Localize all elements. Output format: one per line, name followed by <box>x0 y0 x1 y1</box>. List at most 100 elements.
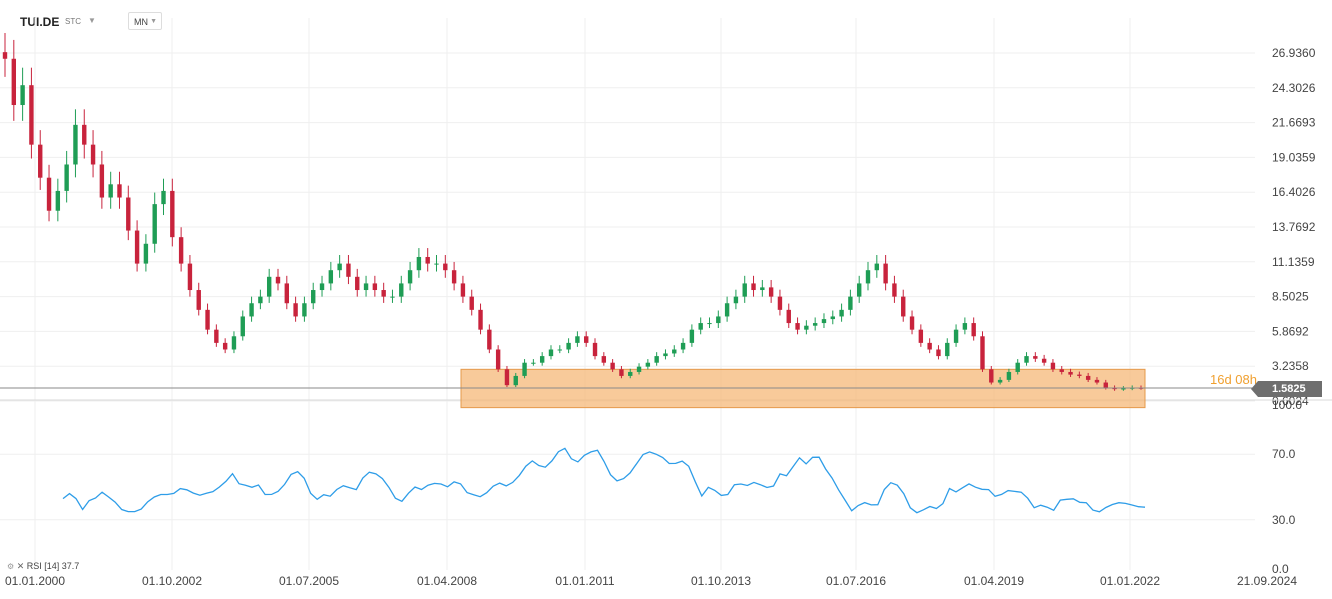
candle-body <box>319 283 325 291</box>
candle-body <box>275 276 281 284</box>
candle-body <box>249 303 254 317</box>
candle-body <box>777 296 783 310</box>
candle-body <box>883 263 888 284</box>
candle-body <box>909 316 915 330</box>
rsi-axis-label: 70.0 <box>1272 447 1296 461</box>
candle-body <box>205 309 210 330</box>
candle-body <box>284 283 289 304</box>
candle-body <box>11 58 17 106</box>
date-axis-label: 21.09.2024 <box>1237 574 1297 588</box>
candle-body <box>680 342 686 350</box>
candle-body <box>857 283 862 297</box>
candle-body <box>733 296 739 304</box>
candle-body <box>980 336 985 370</box>
candle-body <box>20 85 25 106</box>
candle-body <box>548 349 554 357</box>
date-axis-label: 01.01.2000 <box>5 574 65 588</box>
candle-body <box>610 362 615 370</box>
rsi-indicator-label[interactable]: ⚙ ✕ RSI [14] 37.7 <box>7 561 79 572</box>
candle-body <box>73 124 78 165</box>
date-axis-label: 01.04.2019 <box>964 574 1024 588</box>
candle-body <box>38 144 43 178</box>
candle-body <box>381 290 386 297</box>
candle-body <box>945 342 950 357</box>
candle-body <box>487 329 492 350</box>
candle-body <box>901 296 906 317</box>
price-axis-label: 16.4026 <box>1272 185 1316 199</box>
candle-body <box>152 204 157 244</box>
settings-icon[interactable]: ⚙ <box>7 562 15 571</box>
candle-body <box>222 342 228 350</box>
candle-body <box>434 263 439 265</box>
candle-body <box>1121 388 1126 390</box>
candle-body <box>918 329 924 343</box>
candle-body <box>531 362 536 364</box>
candle-body <box>636 366 642 372</box>
date-axis-label: 01.01.2011 <box>555 574 614 588</box>
candle-body <box>266 276 272 297</box>
timeframe-select[interactable]: MN ▼ <box>128 12 162 30</box>
rsi-axis-label: 0.0 <box>1272 562 1289 576</box>
candle-body <box>786 309 791 324</box>
price-axis-label: 5.8692 <box>1272 324 1309 338</box>
symbol-label[interactable]: TUI.DE <box>20 15 60 29</box>
candle-body <box>953 329 959 343</box>
candle-body <box>654 356 659 363</box>
candle-body <box>645 362 651 367</box>
candle-body <box>1015 362 1020 372</box>
candle-body <box>29 85 34 145</box>
candle-body <box>126 197 131 231</box>
candle-body <box>311 290 316 304</box>
date-axis-label: 01.10.2002 <box>142 574 202 588</box>
candle-body <box>416 256 422 271</box>
candle-body <box>795 323 800 330</box>
candle-body <box>504 369 510 386</box>
candle-body <box>812 323 818 326</box>
candle-body <box>513 375 518 386</box>
candle-body <box>707 323 712 325</box>
candle-body <box>407 270 413 284</box>
candle-body <box>1024 356 1029 363</box>
candle-body <box>751 283 756 291</box>
candle-body <box>927 342 932 350</box>
candle-body <box>390 296 395 298</box>
candle-body <box>1085 375 1091 380</box>
candle-body <box>997 379 1003 383</box>
candle-body <box>1059 369 1064 372</box>
candle-body <box>187 263 193 291</box>
close-icon[interactable]: ✕ <box>16 561 25 571</box>
candle-body <box>214 329 219 343</box>
candle-body <box>196 290 201 310</box>
candle-body <box>592 342 598 357</box>
candle-body <box>425 256 430 264</box>
candle-body <box>1050 362 1056 370</box>
candle-body <box>355 276 360 291</box>
candle-body <box>830 316 835 320</box>
current-price-tag: 1.5825 <box>1251 381 1322 397</box>
candle-body <box>161 190 166 205</box>
candle-body <box>143 243 149 264</box>
symbol-dropdown-icon[interactable]: ▼ <box>88 16 96 25</box>
candle-body <box>1006 371 1012 380</box>
candle-body <box>90 144 96 165</box>
candle-body <box>1041 358 1047 363</box>
candle-body <box>663 353 668 357</box>
price-axis-label: 0.6024 <box>1272 394 1309 408</box>
candle-body <box>539 356 545 363</box>
candle-body <box>460 283 466 297</box>
candle-body <box>742 283 747 297</box>
candle-body <box>55 190 61 211</box>
candle-body <box>989 369 994 383</box>
rsi-label-text: RSI [14] 37.7 <box>26 561 80 571</box>
candle-body <box>337 263 342 271</box>
candle-body <box>874 263 880 271</box>
candle-body <box>1094 379 1100 383</box>
candle-body <box>99 164 105 198</box>
bar-countdown: 16d 08h <box>1210 372 1257 387</box>
candle-body <box>1068 371 1073 375</box>
candle-body <box>293 303 298 317</box>
date-axis-label: 01.10.2013 <box>691 574 751 588</box>
candle-body <box>672 349 677 354</box>
candle-body <box>2 52 8 59</box>
